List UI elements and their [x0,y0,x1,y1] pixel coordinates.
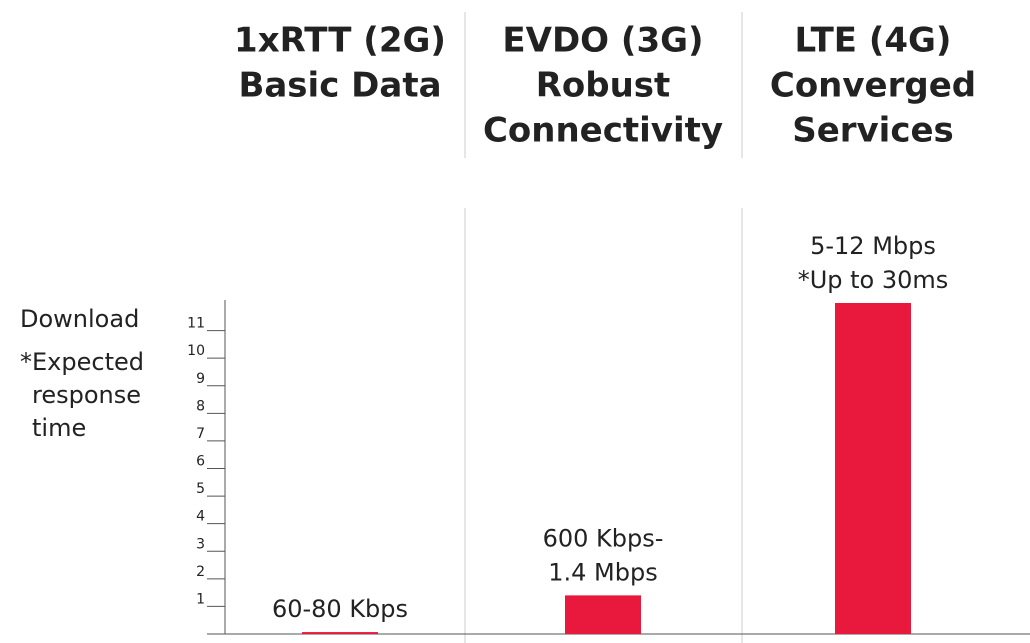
y-tick-label: 3 [196,536,205,552]
category-label: Basic Data [238,66,441,106]
y-tick-label: 7 [196,426,205,442]
value-label: 600 Kbps- [543,524,664,552]
y-tick-label: 1 [196,591,205,607]
y-tick-label: 11 [187,316,205,332]
y-tick-label: 6 [196,454,205,470]
y-axis-label: time [32,414,86,442]
category-label: LTE (4G) [795,21,952,61]
value-label: *Up to 30ms [798,266,949,294]
y-axis-label: response [32,381,141,409]
category-label: Services [792,111,954,151]
y-tick-label: 2 [196,564,205,580]
y-tick-label: 9 [196,371,205,387]
y-axis-label: *Expected [20,348,144,376]
y-axis-label: Download [20,305,139,333]
category-label: EVDO (3G) [502,21,703,61]
y-tick-label: 4 [196,509,205,525]
value-label: 1.4 Mbps [548,558,657,586]
bar [835,303,911,634]
category-label: Converged [770,66,976,106]
y-tick-label: 10 [187,343,205,359]
category-label: Connectivity [483,111,723,151]
category-label: Robust [536,66,671,106]
category-label: 1xRTT (2G) [234,21,446,61]
y-tick-label: 8 [196,398,205,414]
bar [565,595,641,634]
value-label: 5-12 Mbps [810,232,936,260]
y-tick-label: 5 [196,481,205,497]
value-label: 60-80 Kbps [272,595,408,623]
bar [302,632,378,634]
